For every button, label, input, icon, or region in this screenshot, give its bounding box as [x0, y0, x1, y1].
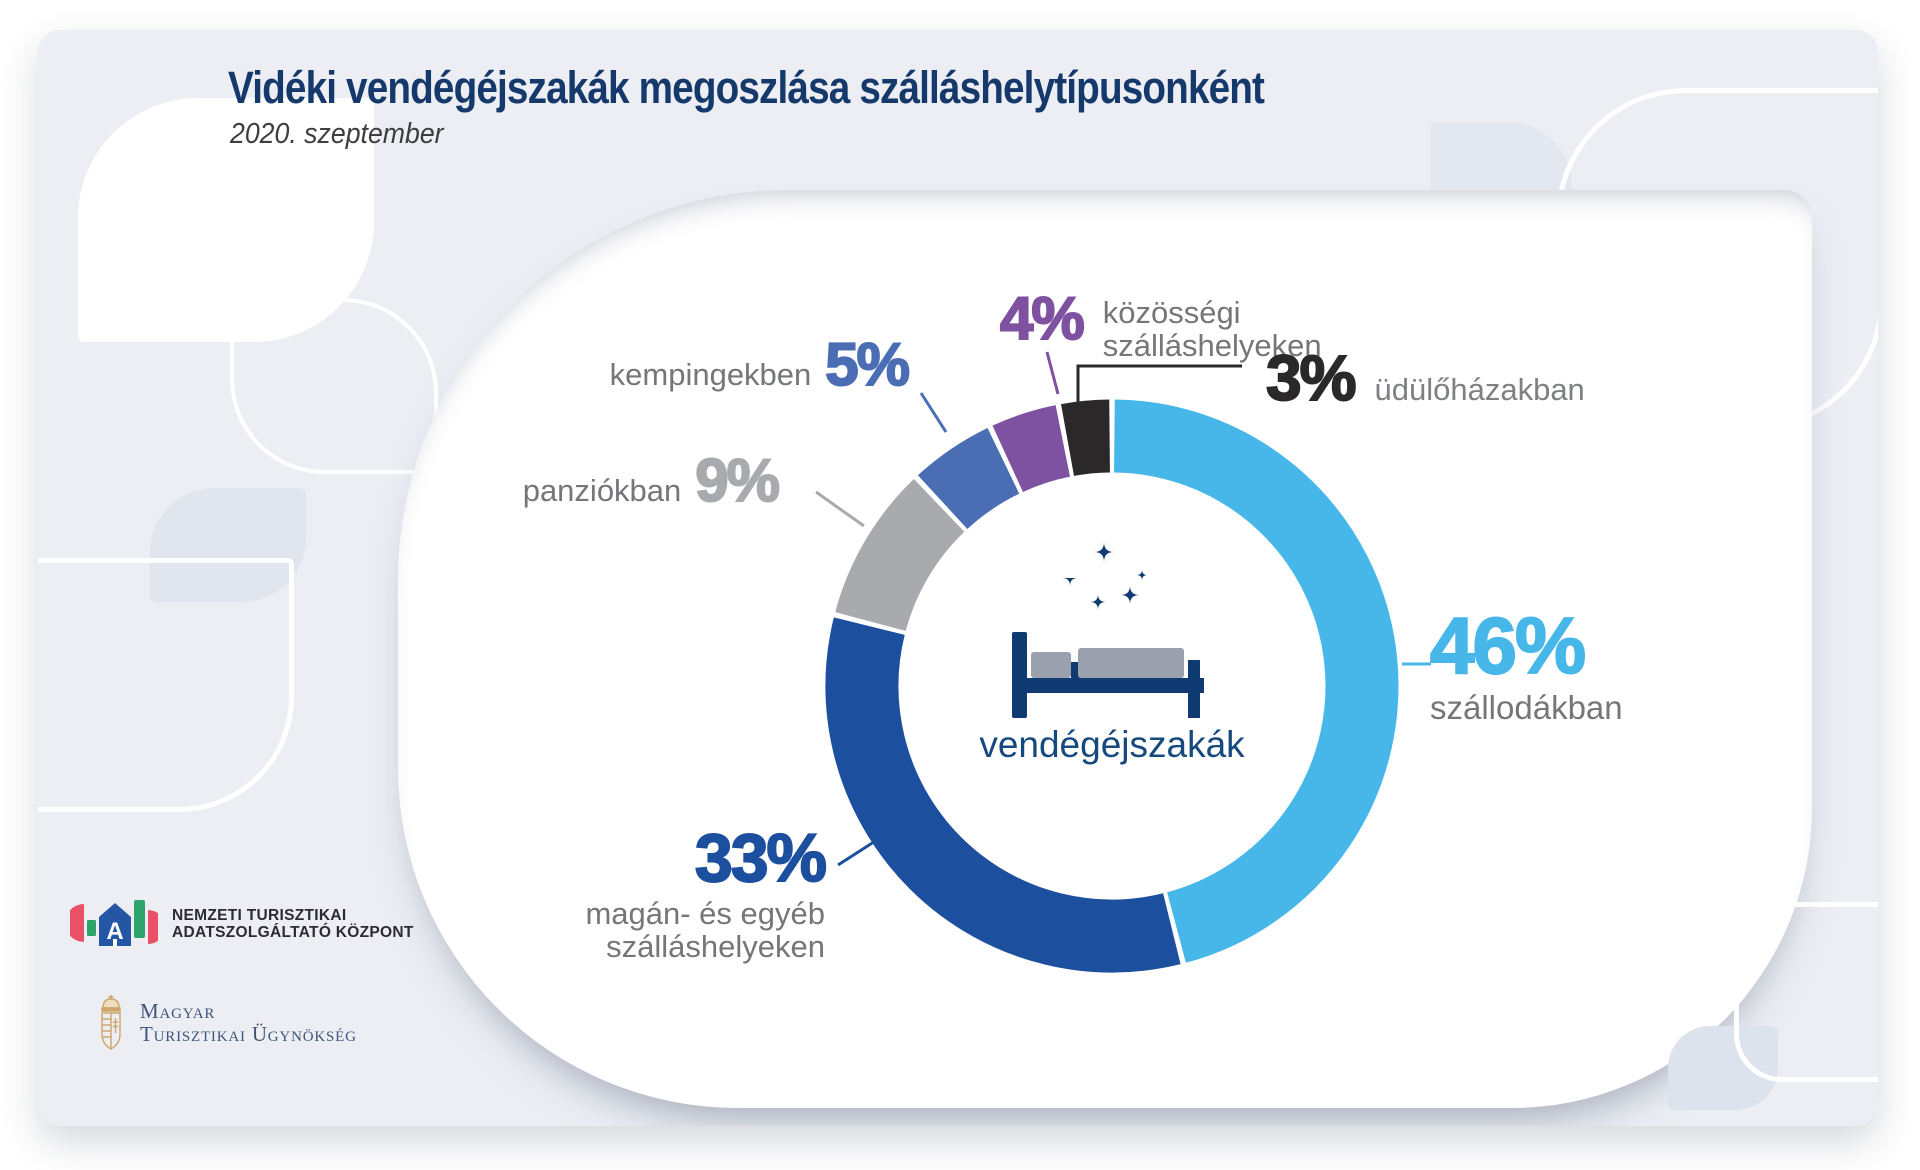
donut-center-label: vendégéjszakák [979, 724, 1245, 765]
page-title: Vidéki vendégéjszakák megoszlása szállás… [228, 62, 1265, 113]
category-label-hotels: szállodákban [1430, 689, 1623, 726]
category-label-pension: panziókban [522, 473, 682, 508]
callout-szallodakban: 46% szállodákban [1429, 601, 1623, 726]
mtu-name-line2: Turisztikai Ügynökség [140, 1022, 357, 1046]
category-label-private-line2: szálláshelyeken [606, 929, 825, 965]
category-label-private-line1: magán- és egyéb [585, 895, 825, 931]
callout-udulohazakban: 3% üdülőházakban [1265, 342, 1585, 414]
donut-segment-5 [1061, 399, 1111, 477]
leader-line-1 [837, 836, 881, 867]
percent-value-private: 33% [694, 820, 828, 896]
decor-petal-outline-mid-left [38, 558, 294, 812]
decor-petal-outline-bottom-right [1734, 902, 1878, 1082]
ntak-logo: A NEMZETI TURISZTIKAI ADATSZOLGÁLTATÓ KÖ… [70, 898, 414, 950]
callout-panziokban: panziókban 9% [468, 447, 781, 514]
svg-text:A: A [106, 918, 123, 945]
leader-line-3 [919, 392, 948, 433]
mtu-logo: Magyar Turisztikai Ügynökség [96, 994, 357, 1052]
percent-value-community: 4% [999, 285, 1086, 352]
ntak-name-line1: NEMZETI TURISZTIKAI [172, 907, 347, 924]
donut-segment-0 [1113, 399, 1399, 963]
donut-segment-3 [917, 427, 1020, 530]
leader-line-2 [815, 490, 865, 528]
category-label-community-line2: szálláshelyeken [1102, 328, 1322, 364]
percent-value-pension: 9% [694, 447, 781, 514]
leader-line-5 [1076, 364, 1242, 424]
leader-line-4 [1045, 351, 1060, 395]
callout-kozossegi: 4% közösségi szálláshelyeken [999, 285, 1322, 364]
category-label-holiday-homes: üdülőházakban [1374, 372, 1585, 407]
percent-value-holiday-homes: 3% [1265, 342, 1357, 414]
mtu-coat-of-arms-icon [101, 995, 121, 1050]
sparkles-icon [1062, 542, 1148, 610]
percent-value-camping: 5% [824, 331, 911, 398]
donut-segment-2 [835, 479, 965, 632]
decor-petal-outline-top-left [230, 298, 438, 474]
donut-segment-1 [825, 617, 1181, 973]
bed-icon [1012, 632, 1204, 718]
callout-kempingekben: kempingekben 5% [538, 331, 911, 398]
page-subtitle: 2020. szeptember [230, 118, 444, 150]
category-label-camping: kempingekben [609, 357, 812, 392]
infographic-card [38, 30, 1878, 1126]
category-label-community-line1: közösségi [1102, 295, 1241, 330]
ntak-name-line2: ADATSZOLGÁLTATÓ KÖZPONT [172, 923, 414, 941]
callout-magan-es-egyeb: 33% magán- és egyéb szálláshelyeken [540, 820, 828, 965]
ntak-logo-icon: A [70, 900, 158, 946]
donut-segment-4 [992, 405, 1071, 493]
percent-value-hotels: 46% [1429, 601, 1587, 690]
mtu-name-line1: Magyar [140, 999, 216, 1023]
